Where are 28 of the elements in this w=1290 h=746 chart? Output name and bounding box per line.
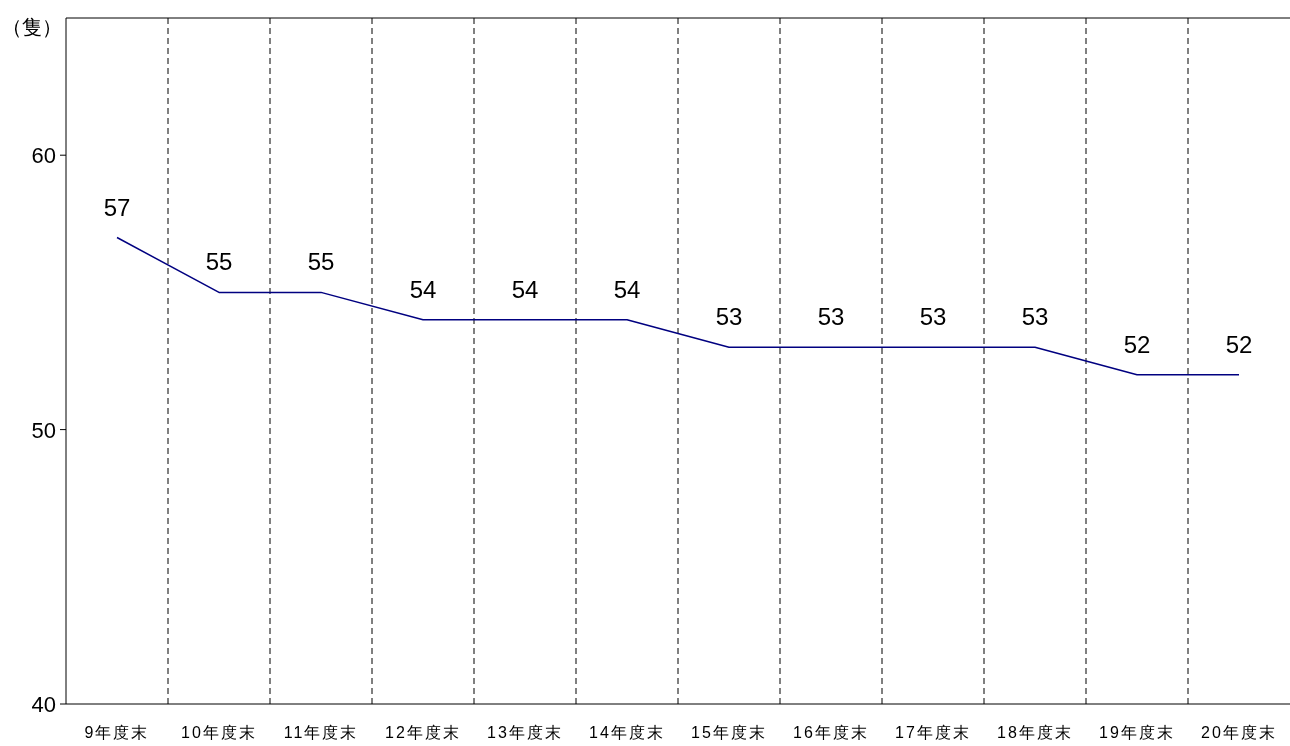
x-tick-label: 9年度末 (84, 724, 150, 741)
y-axis-title: （隻） (2, 16, 62, 38)
data-label: 57 (103, 193, 131, 221)
x-tick-label: 17年度末 (895, 724, 971, 741)
data-label: 53 (817, 303, 845, 331)
x-tick-label: 18年度末 (997, 724, 1073, 741)
x-tick-label: 16年度末 (793, 724, 869, 741)
x-tick-label: 13年度末 (487, 724, 563, 741)
data-label: 55 (205, 248, 233, 276)
x-tick-label: 10年度末 (181, 724, 257, 741)
data-label: 53 (1021, 303, 1049, 331)
data-label: 54 (409, 275, 437, 303)
data-label: 53 (919, 303, 947, 331)
data-label: 54 (511, 275, 539, 303)
data-label: 53 (715, 303, 743, 331)
x-tick-label: 15年度末 (691, 724, 767, 741)
y-tick-label: 50 (31, 417, 56, 443)
x-tick-label: 19年度末 (1099, 724, 1175, 741)
x-tick-label: 14年度末 (589, 724, 665, 741)
x-tick-label: 12年度末 (385, 724, 461, 741)
x-tick-label: 11年度末 (283, 724, 359, 741)
x-tick-label: 20年度末 (1201, 724, 1277, 741)
y-tick-label: 60 (31, 143, 56, 169)
data-label: 52 (1225, 330, 1253, 358)
data-label: 55 (307, 248, 335, 276)
y-tick-label: 40 (31, 692, 56, 717)
data-label: 54 (613, 275, 641, 303)
data-label: 52 (1123, 330, 1151, 358)
